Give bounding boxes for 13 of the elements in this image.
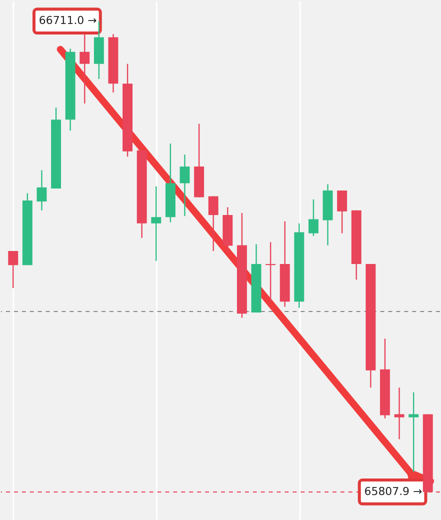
candlestick [408,392,419,473]
candlestick [180,154,190,217]
candlestick [36,170,47,211]
candlestick [8,250,18,289]
candlestick [80,34,90,104]
candlestick [394,387,404,440]
candlestick [266,242,276,302]
candlestick [151,186,162,262]
annotation: 65807.9 → [364,484,422,498]
annotation: 66711.0 → [38,14,97,28]
candlestick [337,190,348,234]
candlestick [308,198,318,236]
candlestick [208,196,218,252]
